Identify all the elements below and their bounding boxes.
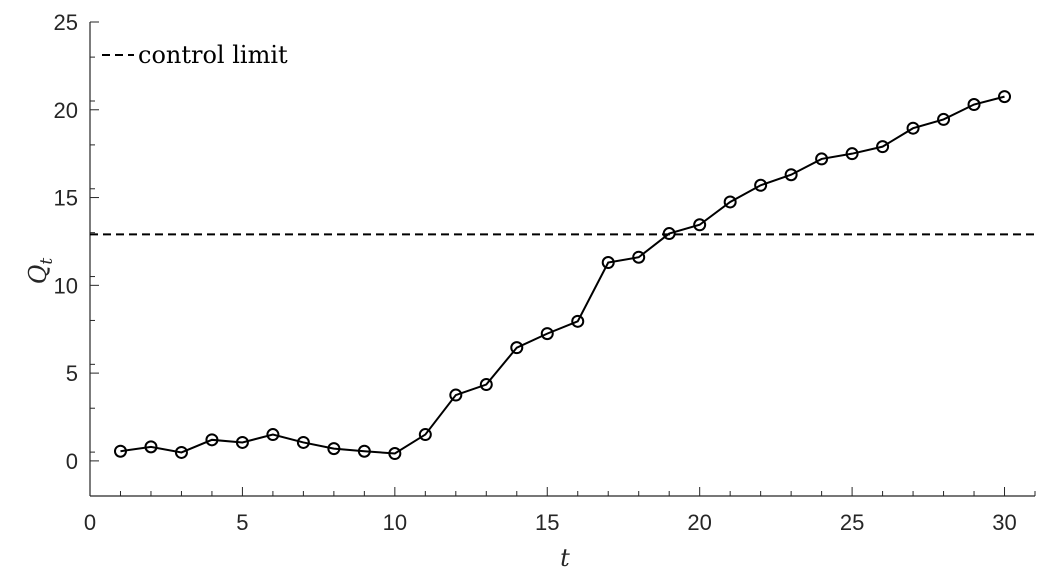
- series-line: [120, 97, 1004, 454]
- x-axis-label: t: [560, 544, 570, 571]
- x-tick-label: 30: [992, 510, 1016, 535]
- y-tick-label: 0: [66, 449, 78, 474]
- y-axis-label-subscript: t: [37, 258, 57, 265]
- y-tick-label: 25: [54, 10, 78, 35]
- x-tick-label: 0: [84, 510, 96, 535]
- y-axis-label-main: Q: [24, 265, 52, 285]
- y-tick-label: 15: [54, 186, 78, 211]
- svg-text:Qt: Qt: [24, 258, 57, 285]
- x-tick-label: 20: [687, 510, 711, 535]
- series-layer: [115, 91, 1010, 459]
- y-tick-label: 5: [66, 361, 78, 386]
- y-tick-label: 10: [54, 273, 78, 298]
- y-axis-label: Qt: [24, 258, 57, 285]
- x-tick-label: 25: [840, 510, 864, 535]
- legend-label: control limit: [138, 41, 288, 69]
- legend: control limit: [102, 41, 288, 69]
- x-tick-label: 15: [535, 510, 559, 535]
- x-tick-label: 5: [236, 510, 248, 535]
- y-tick-label: 20: [54, 98, 78, 123]
- x-tick-label: 10: [383, 510, 407, 535]
- axes: 0 5 10 15 20 25 30 0 5 10 15 20 25: [54, 10, 1035, 535]
